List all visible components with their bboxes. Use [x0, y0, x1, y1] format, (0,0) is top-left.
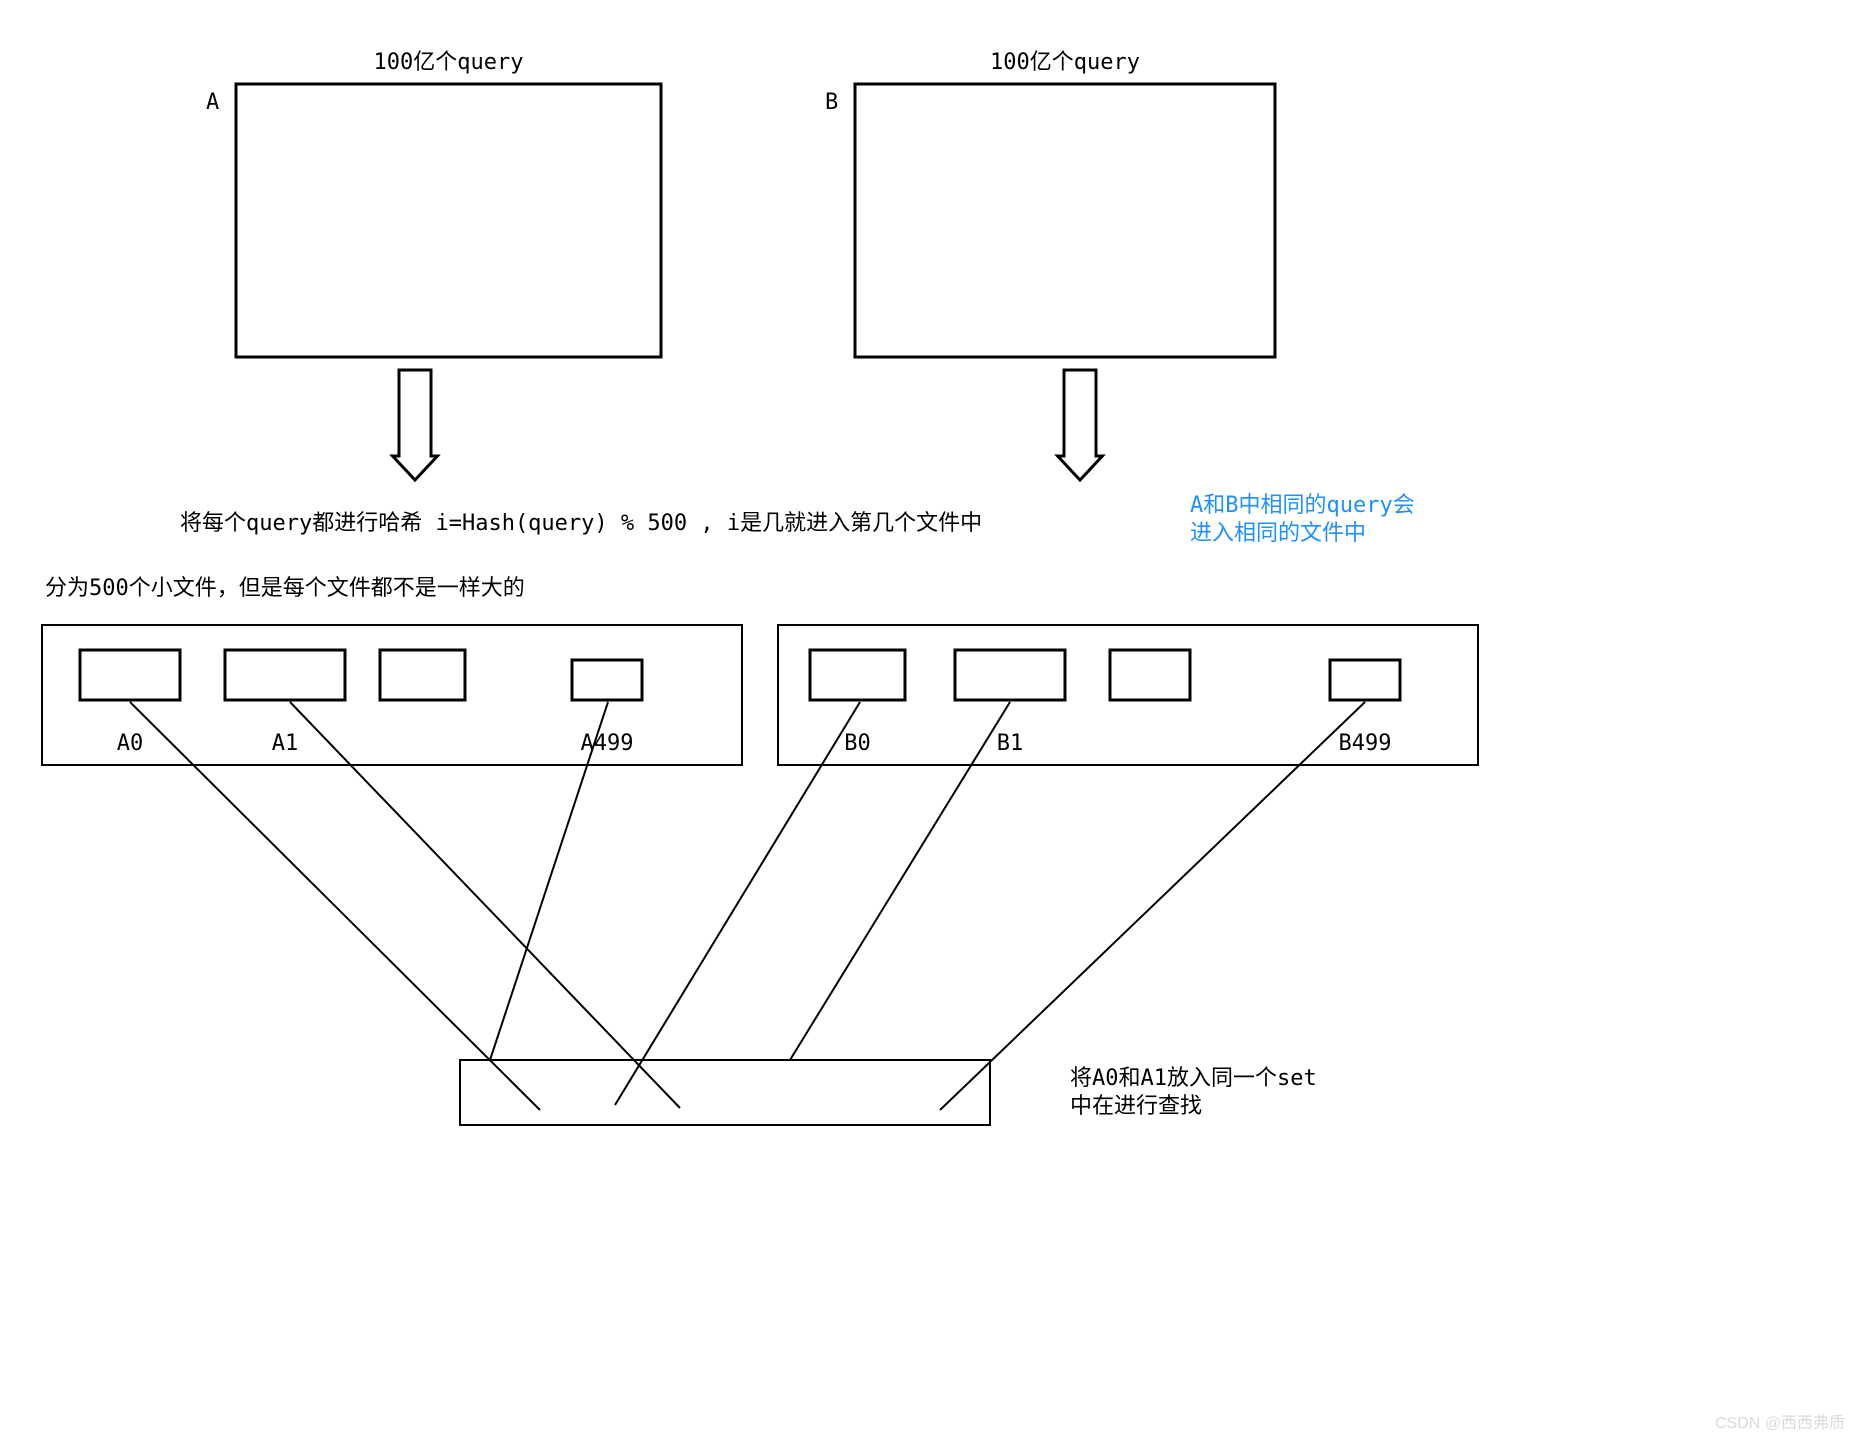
svg-text:分为500个小文件，但是每个文件都不是一样大的: 分为500个小文件，但是每个文件都不是一样大的 — [45, 576, 525, 601]
svg-text:A1: A1 — [272, 731, 299, 756]
svg-text:B: B — [825, 90, 838, 115]
svg-text:将A0和A1放入同一个set: 将A0和A1放入同一个set — [1070, 1066, 1317, 1091]
svg-text:A和B中相同的query会: A和B中相同的query会 — [1190, 493, 1415, 518]
svg-text:A0: A0 — [117, 731, 144, 756]
svg-text:中在进行查找: 中在进行查找 — [1070, 1094, 1202, 1119]
svg-text:100亿个query: 100亿个query — [990, 50, 1140, 75]
svg-text:B1: B1 — [997, 731, 1024, 756]
svg-text:进入相同的文件中: 进入相同的文件中 — [1190, 521, 1366, 546]
hash-split-diagram: A 100亿个query B 100亿个query 将每个query都进行哈希 i=Ha… — [0, 0, 1865, 1448]
svg-text:将每个query都进行哈希 i=Hash(query) %: 将每个query都进行哈希 i=Hash(query) % 500 , i是几就… — [180, 511, 982, 536]
svg-text:100亿个query: 100亿个query — [374, 50, 524, 75]
svg-text:B499: B499 — [1339, 731, 1392, 756]
svg-text:A499: A499 — [581, 731, 634, 756]
svg-text:A: A — [206, 90, 219, 115]
svg-text:CSDN @西西弗质: CSDN @西西弗质 — [1715, 1414, 1845, 1432]
svg-text:B0: B0 — [844, 731, 871, 756]
